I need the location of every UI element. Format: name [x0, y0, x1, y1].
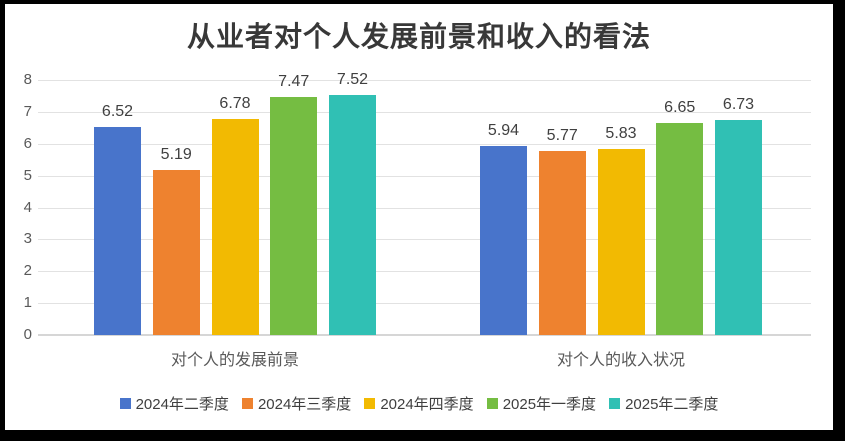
x-axis-category-label: 对个人的发展前景 [170, 352, 299, 369]
gridline [38, 111, 811, 113]
legend-label: 2024年三季度 [257, 396, 352, 413]
y-axis-tick-label: 7 [23, 102, 32, 120]
bar-value-label: 6.65 [664, 99, 696, 117]
legend-swatch-icon [241, 398, 253, 409]
gridline [38, 80, 811, 81]
chart-canvas: 从业者对个人发展前景和收入的看法 0 1 2 3 4 5 6 7 8 对个人的发展前景 6.52 5.… [5, 4, 833, 430]
bar-value-label: 5.77 [546, 127, 578, 145]
y-axis-tick-label: 6 [23, 134, 32, 152]
bar-value-label: 5.94 [487, 121, 520, 139]
y-axis-tick-label: 1 [23, 294, 32, 312]
gridline [38, 303, 811, 305]
y-axis-tick-label: 0 [23, 326, 32, 343]
bar-value-label: 5.83 [605, 125, 637, 143]
bar-value-label: 5.19 [160, 145, 192, 163]
y-axis-tick-label: 2 [23, 262, 32, 280]
x-axis-line [38, 334, 811, 336]
y-axis-tick-label: 3 [23, 230, 32, 248]
bar-value-label: 6.73 [722, 96, 755, 114]
bar [715, 120, 762, 335]
legend-label: 2025年二季度 [625, 396, 719, 413]
bar [94, 127, 141, 335]
gridline [38, 271, 811, 273]
legend-item: 2024年四季度 [364, 393, 474, 414]
bar-value-label: 7.47 [278, 72, 310, 90]
legend-swatch-icon [609, 398, 621, 409]
gridline [38, 175, 811, 177]
bar-value-label: 6.78 [219, 94, 251, 112]
gridline [38, 207, 811, 209]
y-axis-tick-label: 4 [23, 198, 32, 216]
legend-label: 2024年四季度 [380, 396, 474, 413]
legend-swatch-icon [486, 398, 498, 409]
chart-title: 从业者对个人发展前景和收入的看法 [186, 21, 651, 52]
bar-value-label: 7.52 [336, 71, 369, 89]
legend-item: 2024年二季度 [119, 393, 229, 414]
bar [152, 169, 200, 335]
legend: 2024年二季度 2024年三季度 2024年四季度 2025年一季度 2025年二季度 [5, 393, 833, 414]
x-axis-category-label: 对个人的收入状况 [556, 352, 685, 369]
y-axis-tick-label: 8 [23, 71, 32, 88]
bar [538, 151, 586, 335]
legend-item: 2025年一季度 [486, 393, 597, 414]
gridline [38, 143, 811, 145]
y-axis-tick-label: 5 [23, 166, 32, 184]
bar [656, 123, 704, 335]
bar [597, 149, 645, 335]
bar [211, 118, 259, 335]
legend-item: 2025年二季度 [609, 393, 718, 414]
bar [270, 96, 318, 335]
legend-label: 2024年二季度 [135, 396, 229, 413]
legend-label: 2025年一季度 [502, 396, 597, 413]
plot-area: 0 1 2 3 4 5 6 7 8 对个人的发展前景 6.52 5.19 6.78 7.47 7.52 对个人… [5, 4, 833, 430]
gridline [38, 239, 811, 241]
bar [329, 95, 376, 335]
bar-value-label: 6.52 [101, 103, 134, 121]
bar [480, 145, 527, 335]
legend-item: 2024年三季度 [241, 393, 352, 414]
legend-swatch-icon [364, 398, 376, 409]
legend-swatch-icon [119, 398, 131, 409]
